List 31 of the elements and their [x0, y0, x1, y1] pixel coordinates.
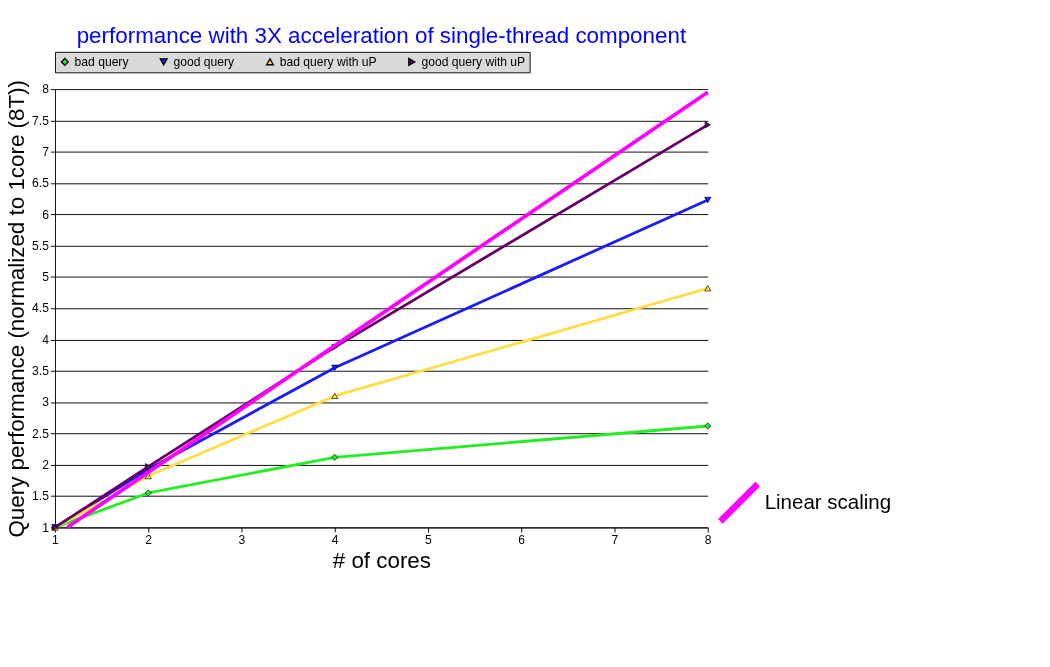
y-tick-label: 4 — [42, 332, 50, 347]
y-tick-label: 7 — [42, 144, 50, 159]
x-tick-label: 5 — [425, 532, 433, 547]
x-tick-label: 8 — [704, 532, 712, 547]
x-tick-label: 3 — [238, 532, 246, 547]
legend-label: bad query — [74, 54, 130, 69]
y-tick-label: 6 — [42, 207, 50, 222]
y-tick-label: 2.5 — [32, 426, 50, 441]
y-axis-title: Query performance (normalized to 1core (8T)) — [3, 79, 29, 538]
y-tick-label: 3 — [42, 395, 50, 410]
x-tick-label: 2 — [145, 532, 153, 547]
y-tick-label: 1 — [42, 520, 50, 535]
y-tick-label: 4.5 — [32, 301, 50, 316]
x-tick-label: 4 — [331, 532, 339, 547]
x-tick-label: 7 — [611, 532, 619, 547]
x-tick-label: 1 — [52, 532, 60, 547]
x-tick-label: 6 — [518, 532, 526, 547]
legend-label: good query with uP — [421, 54, 526, 69]
chart-title: performance with 3X acceleration of single-thread component — [76, 22, 687, 48]
x-axis-title: # of cores — [332, 547, 431, 573]
legend-label: Linear scaling — [764, 490, 892, 514]
y-tick-label: 1.5 — [32, 489, 50, 504]
y-tick-label: 5 — [42, 270, 50, 285]
y-tick-label: 2 — [42, 458, 50, 473]
legend-label: good query — [173, 54, 235, 69]
y-tick-label: 8 — [42, 82, 50, 97]
y-tick-label: 3.5 — [32, 364, 50, 379]
y-tick-label: 5.5 — [32, 238, 50, 253]
legend-label: bad query with uP — [279, 54, 377, 69]
y-tick-label: 7.5 — [32, 113, 50, 128]
y-tick-label: 6.5 — [32, 176, 50, 191]
